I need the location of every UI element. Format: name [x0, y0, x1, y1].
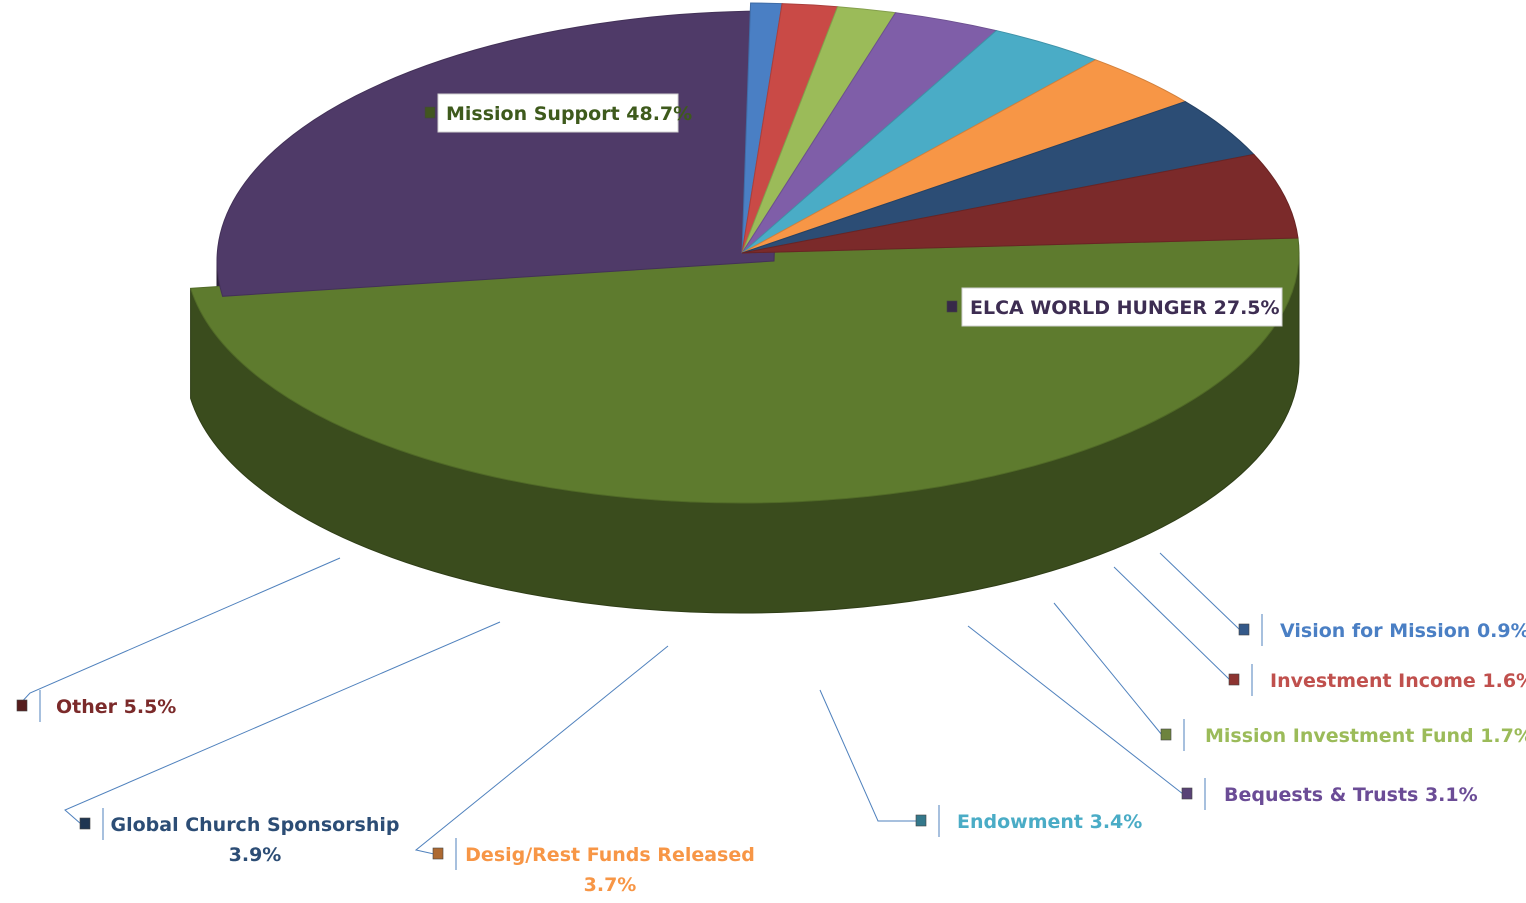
label-box-0	[437, 93, 679, 133]
label-other: Other 5.5%	[56, 696, 176, 718]
label-endowment: Endowment 3.4%	[957, 811, 1142, 833]
label-box-1	[961, 287, 1283, 327]
label-investment-income-line-0: Investment Income 1.6%	[1270, 670, 1526, 692]
leader-line-7	[414, 645, 669, 855]
leader-line-6	[819, 689, 917, 822]
pie-tops	[189, 2, 1300, 504]
label-vision-for-mission-line-0: Vision for Mission 0.9%	[1280, 620, 1526, 642]
leader-line-5	[967, 625, 1184, 795]
data-labels: Mission Support 48.7% ELCA WORLD HUNGER 2…	[16, 93, 1526, 896]
legend-key-2	[1238, 623, 1250, 636]
label-elca-world-hunger: ELCA WORLD HUNGER 27.5%	[970, 297, 1280, 319]
pie-slice-elca-world-hunger	[216, 10, 784, 297]
label-global-church-sponsorship-line-0: Global Church Sponsorship	[110, 814, 399, 836]
label-desig-rest-funds-released: Desig/Rest Funds Released 3.7%	[465, 844, 755, 896]
label-endowment-line-0: Endowment 3.4%	[957, 811, 1142, 833]
legend-key-1	[946, 300, 958, 313]
label-bequests-trusts-line-0: Bequests & Trusts 3.1%	[1224, 784, 1478, 806]
legend-key-4	[1160, 728, 1172, 741]
legend-key-7	[432, 847, 444, 860]
leader-line-9	[17, 557, 341, 707]
label-mission-support-line-0: Mission Support 48.7%	[446, 103, 692, 125]
label-mission-investment-fund: Mission Investment Fund 1.7%	[1205, 725, 1526, 747]
pie-slice-other	[741, 153, 1299, 254]
label-bequests-trusts: Bequests & Trusts 3.1%	[1224, 784, 1478, 806]
legend-key-0	[424, 106, 436, 119]
legend-key-5	[1181, 787, 1193, 800]
leader-line-4	[1053, 602, 1163, 736]
label-mission-support: Mission Support 48.7%	[446, 103, 692, 125]
label-investment-income: Investment Income 1.6%	[1270, 670, 1526, 692]
label-other-line-0: Other 5.5%	[56, 696, 176, 718]
legend-key-9	[16, 699, 28, 712]
legend-key-6	[915, 814, 927, 827]
label-desig-rest-funds-released-line-0: Desig/Rest Funds Released	[465, 844, 755, 866]
label-elca-world-hunger-line-0: ELCA WORLD HUNGER 27.5%	[970, 297, 1280, 319]
legend-key-3	[1228, 673, 1240, 686]
leader-line-8	[64, 621, 501, 825]
label-mission-investment-fund-line-0: Mission Investment Fund 1.7%	[1205, 725, 1526, 747]
leader-line-3	[1113, 566, 1231, 681]
label-global-church-sponsorship-line-1: 3.9%	[229, 844, 282, 866]
leader-line-2	[1159, 552, 1241, 631]
label-desig-rest-funds-released-line-1: 3.7%	[584, 874, 637, 896]
label-global-church-sponsorship: Global Church Sponsorship 3.9%	[110, 814, 399, 866]
label-vision-for-mission: Vision for Mission 0.9%	[1280, 620, 1526, 642]
legend-key-8	[79, 817, 91, 830]
